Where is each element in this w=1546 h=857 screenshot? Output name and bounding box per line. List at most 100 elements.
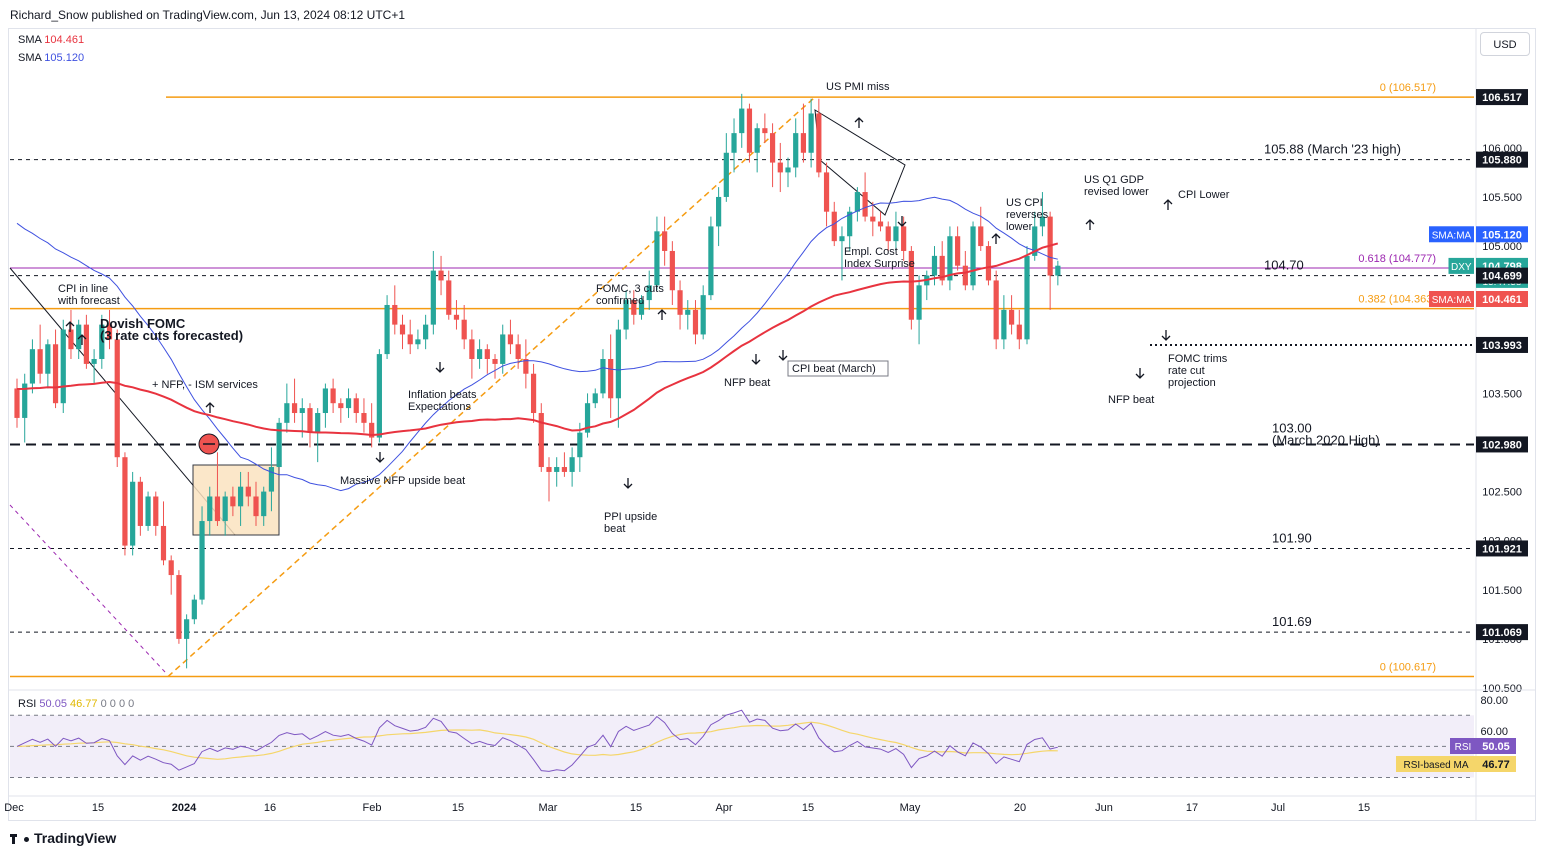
candle-body [870,216,876,222]
level-label: 0 (100.617) [1380,662,1436,674]
candle-body [276,422,282,468]
candle-body [176,575,182,639]
candle-body [608,359,614,399]
event-arrow-icon [375,452,385,463]
candle-body [769,133,776,163]
candle-body [793,133,799,168]
price-tag-value: 101.921 [1482,543,1522,555]
event-arrow-icon [1085,219,1095,230]
candle-body [438,270,444,281]
event-arrow-icon [205,402,215,413]
candle-body [831,211,837,242]
candle-body [253,496,259,517]
candle-body [307,408,313,433]
candle-body [592,393,598,404]
candle-body [29,349,36,384]
level-label: 0.618 (104.777) [1358,253,1436,265]
event-annotation: FOMC, 3 cuts confirmed [596,283,664,307]
candle-body [746,108,753,153]
rsi-ma-line [16,721,1058,760]
rsi-tick-label: 60.00 [1480,726,1508,738]
candle-body [839,236,845,242]
event-annotation: US CPI reverses lower [1006,197,1049,233]
candle-body [106,324,113,340]
rsi-tag-prefix-box [1450,738,1476,754]
candle-body [338,403,344,409]
price-tag [1476,624,1528,641]
candle-body [1001,309,1007,340]
candle-body [885,226,891,242]
candle-body [823,172,830,212]
rsi-line [16,709,1058,772]
candle-body [137,481,143,526]
x-tick-label: 16 [264,802,276,814]
level-label: 105.88 (March '23 high) [1264,142,1401,157]
event-annotation: CPI Lower [1178,189,1230,201]
candle-body [469,339,475,359]
candle-body [615,329,621,399]
candle-body [762,128,768,134]
price-tag-value: 104.699 [1482,271,1522,283]
sma-slow-legend: SMA 105.120 [18,52,84,64]
publisher-header: Richard_Snow published on TradingView.co… [10,8,406,22]
candle-body [284,403,290,423]
rsi-tag [1476,738,1516,754]
candle-body [862,192,868,217]
price-tag-prefix: SMA:MA [1432,295,1472,306]
candle-body [908,250,914,320]
candle-body [45,344,51,374]
candle-body [584,403,591,433]
y-tick-label: 103.500 [1482,388,1522,400]
candle-body [939,255,945,281]
tradingview-logo[interactable]: TradingView [10,830,116,846]
candle-body [230,496,236,507]
event-annotation: + NFP, - ISM services [152,379,258,391]
candle-body [83,324,89,364]
y-tick-label: 105.000 [1482,241,1522,253]
candle-body [708,226,714,296]
rsi-legend-label: RSI [18,698,37,710]
candle-body [353,398,359,414]
event-annotation: CPI in line with forecast [57,283,120,307]
candle-body [731,133,737,153]
event-annotation: CPI beat (March) [792,363,876,375]
x-tick-label: Apr [715,802,732,814]
candle-body [723,152,729,197]
candle-body [22,383,28,418]
candle-body [37,349,43,374]
candle-body [291,403,298,414]
candle-body [446,280,452,315]
candle-body [800,133,807,153]
event-arrow-icon [65,321,75,332]
candle-body [554,467,560,472]
x-tick-label: 15 [630,802,642,814]
cpi-beat-box [787,360,889,377]
event-annotation: US PMI miss [826,81,890,93]
candle-body [237,486,244,507]
price-tag-prefix-box [1429,290,1474,307]
candle-body [507,334,514,345]
candle-body [677,290,683,315]
candle-body [631,300,637,315]
candle-body [808,113,814,153]
trendline-dashed [9,504,166,673]
x-tick-label: 15 [92,802,104,814]
candle-body [430,270,436,325]
candle-body [947,236,953,281]
candle-body [376,354,382,438]
candle-body [569,457,575,472]
candle-body [530,373,537,414]
currency-button[interactable]: USD [1480,32,1530,56]
candle-body [985,246,992,281]
candle-body [893,226,899,242]
sma-slow-legend-label: SMA [18,52,42,64]
rsi-extra-1: 0 [109,698,116,710]
candle-body [153,496,159,526]
event-annotation: NFP beat [1108,394,1154,406]
x-tick-label: Mar [539,802,558,814]
candle-body [168,560,174,576]
candle-body [315,413,321,433]
candle-body [955,236,961,266]
rsi-extra-0: 0 [100,698,107,710]
